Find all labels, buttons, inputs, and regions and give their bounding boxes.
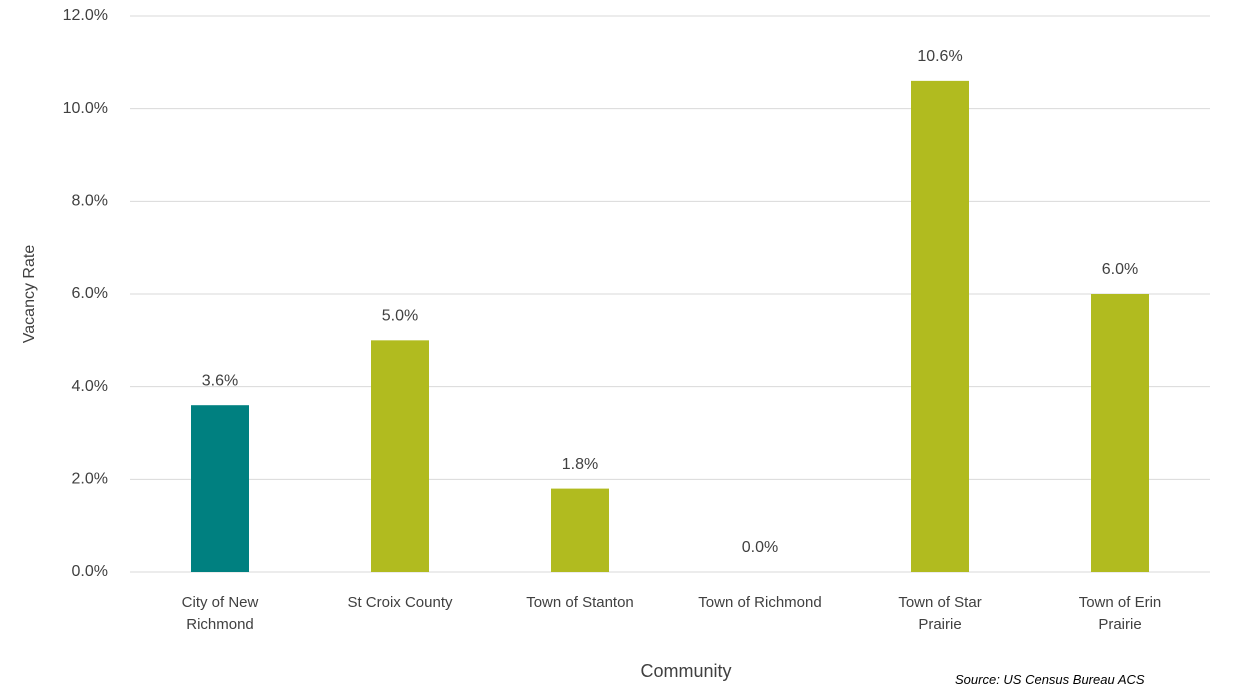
- data-label: 3.6%: [202, 372, 238, 389]
- y-tick-label: 0.0%: [72, 563, 108, 580]
- x-tick-label: Town of Erin Prairie: [1078, 594, 1162, 633]
- data-label: 10.6%: [917, 48, 962, 65]
- bar: [191, 405, 249, 572]
- y-tick-label: 2.0%: [72, 471, 108, 488]
- data-label: 0.0%: [742, 539, 778, 556]
- x-tick-label: City of New Richmond: [181, 594, 259, 633]
- x-tick-label: Town of Richmond: [698, 594, 822, 611]
- data-label: 6.0%: [1102, 261, 1138, 278]
- bar: [1091, 294, 1149, 572]
- y-tick-label: 10.0%: [63, 100, 108, 117]
- bar: [551, 488, 609, 572]
- y-tick-label: 6.0%: [72, 285, 108, 302]
- y-axis-title: Vacancy Rate: [21, 245, 38, 344]
- data-label: 1.8%: [562, 456, 598, 473]
- x-tick-label: Town of Stanton: [526, 594, 634, 611]
- x-axis-title: Community: [640, 661, 731, 681]
- y-tick-label: 8.0%: [72, 193, 108, 210]
- bar: [911, 80, 969, 572]
- data-label: 5.0%: [382, 308, 418, 325]
- y-tick-label: 4.0%: [72, 378, 108, 395]
- y-tick-label: 12.0%: [63, 7, 108, 24]
- x-tick-label: Town of Star Prairie: [898, 594, 982, 633]
- bar: [371, 340, 429, 572]
- source-note: Source: US Census Bureau ACS: [955, 672, 1145, 687]
- x-tick-label: St Croix County: [347, 594, 453, 611]
